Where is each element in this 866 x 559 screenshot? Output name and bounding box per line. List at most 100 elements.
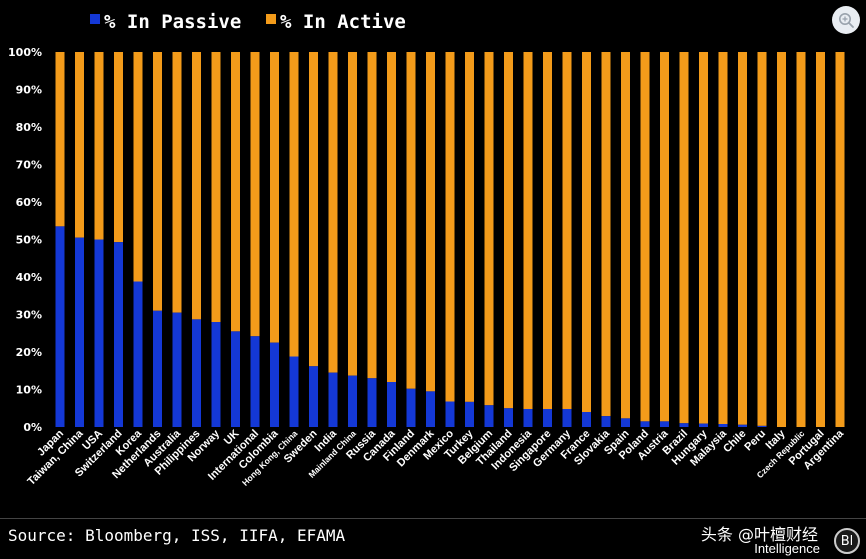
bar-passive <box>309 366 318 427</box>
source-note: Source: Bloomberg, ISS, IIFA, EFAMA <box>8 526 346 545</box>
bar-passive <box>640 421 650 427</box>
bar-active <box>562 52 572 409</box>
y-tick-label: 90% <box>16 84 42 97</box>
bar-passive <box>367 378 377 427</box>
legend-active-label: % In Active <box>280 11 406 33</box>
bar-active <box>445 52 455 402</box>
bar-passive <box>699 423 708 427</box>
bar-active <box>231 52 240 332</box>
bar-active <box>621 52 630 419</box>
bars <box>55 52 845 427</box>
bar-active <box>270 52 279 343</box>
bar-passive <box>543 409 552 427</box>
y-tick-label: 40% <box>16 271 42 284</box>
legend-passive-swatch <box>90 14 100 24</box>
bar-passive <box>55 226 65 427</box>
legend: % In Passive % In Active <box>90 11 406 33</box>
bar-passive <box>523 409 533 427</box>
bar-passive <box>718 424 728 427</box>
bar-active <box>211 52 221 322</box>
bar-active <box>426 52 435 392</box>
bar-active <box>309 52 318 367</box>
bar-passive <box>153 310 162 427</box>
bar-passive <box>270 342 279 427</box>
bar-active <box>582 52 591 412</box>
bar-active <box>348 52 357 376</box>
bar-active <box>816 52 825 427</box>
bar-active <box>660 52 669 422</box>
bar-active <box>406 52 416 389</box>
bar-passive <box>465 401 474 427</box>
legend-passive-label: % In Passive <box>104 11 241 33</box>
brand-logo: Bl <box>834 528 860 554</box>
y-tick-label: 70% <box>16 159 42 172</box>
bar-active <box>387 52 396 382</box>
bar-active <box>796 52 806 427</box>
y-tick-label: 20% <box>16 346 42 359</box>
bar-passive <box>328 372 338 427</box>
bar-active <box>718 52 728 424</box>
bar-active <box>153 52 162 311</box>
bar-passive <box>679 423 689 427</box>
bar-passive <box>114 242 123 427</box>
bar-active <box>835 52 845 427</box>
bar-active <box>192 52 201 320</box>
bar-passive <box>504 408 513 427</box>
bar-active <box>523 52 533 409</box>
bar-passive <box>289 356 299 427</box>
bar-passive <box>75 237 84 427</box>
bar-active <box>601 52 611 417</box>
bar-passive <box>211 322 221 427</box>
bar-active <box>738 52 747 425</box>
search-zoom-icon[interactable] <box>832 6 860 34</box>
bar-passive <box>660 421 669 427</box>
y-tick-label: 50% <box>16 234 42 247</box>
watermark-text: 头条 @叶檀财经 <box>700 525 818 544</box>
y-tick-label: 100% <box>8 46 42 59</box>
bar-passive <box>582 412 591 427</box>
bar-active <box>640 52 650 422</box>
bar-active <box>699 52 708 424</box>
footer-divider <box>0 518 866 519</box>
y-tick-label: 0% <box>23 421 42 434</box>
brand-text: Intelligence <box>754 541 820 556</box>
x-category-label: Peru <box>742 428 768 454</box>
bar-passive <box>445 401 455 427</box>
y-tick-label: 30% <box>16 309 42 322</box>
bar-active <box>777 52 786 427</box>
bar-passive <box>601 416 611 427</box>
bar-passive <box>426 391 435 427</box>
bar-passive <box>406 388 416 427</box>
legend-active-swatch <box>266 14 276 24</box>
bar-active <box>465 52 474 402</box>
bar-passive <box>484 405 494 427</box>
bar-passive <box>172 312 182 427</box>
bar-passive <box>738 424 747 427</box>
bar-passive <box>621 418 630 427</box>
bar-passive <box>562 409 572 427</box>
bar-active <box>75 52 84 238</box>
bar-active <box>55 52 65 227</box>
bar-active <box>94 52 104 240</box>
y-axis: 0% 10% 20% 30% 40% 50% 60% 70% 80% 90% 100% <box>8 46 42 434</box>
bar-passive <box>192 319 201 427</box>
bar-active <box>172 52 182 313</box>
bar-active <box>367 52 377 379</box>
bar-active <box>289 52 299 357</box>
bar-active <box>484 52 494 406</box>
bar-active <box>757 52 767 426</box>
bar-active <box>543 52 552 409</box>
y-tick-label: 80% <box>16 121 42 134</box>
bar-passive <box>348 375 357 427</box>
y-tick-label: 10% <box>16 384 42 397</box>
bar-active <box>133 52 143 282</box>
y-tick-label: 60% <box>16 196 42 209</box>
bar-active <box>114 52 123 243</box>
bar-passive <box>387 382 396 427</box>
bar-active <box>504 52 513 409</box>
bar-passive <box>231 331 240 427</box>
bar-passive <box>94 239 104 427</box>
stacked-bar-chart: % In Passive % In Active 0% 10% 20% 30% 40% 5… <box>8 11 847 488</box>
bar-passive <box>133 281 143 427</box>
